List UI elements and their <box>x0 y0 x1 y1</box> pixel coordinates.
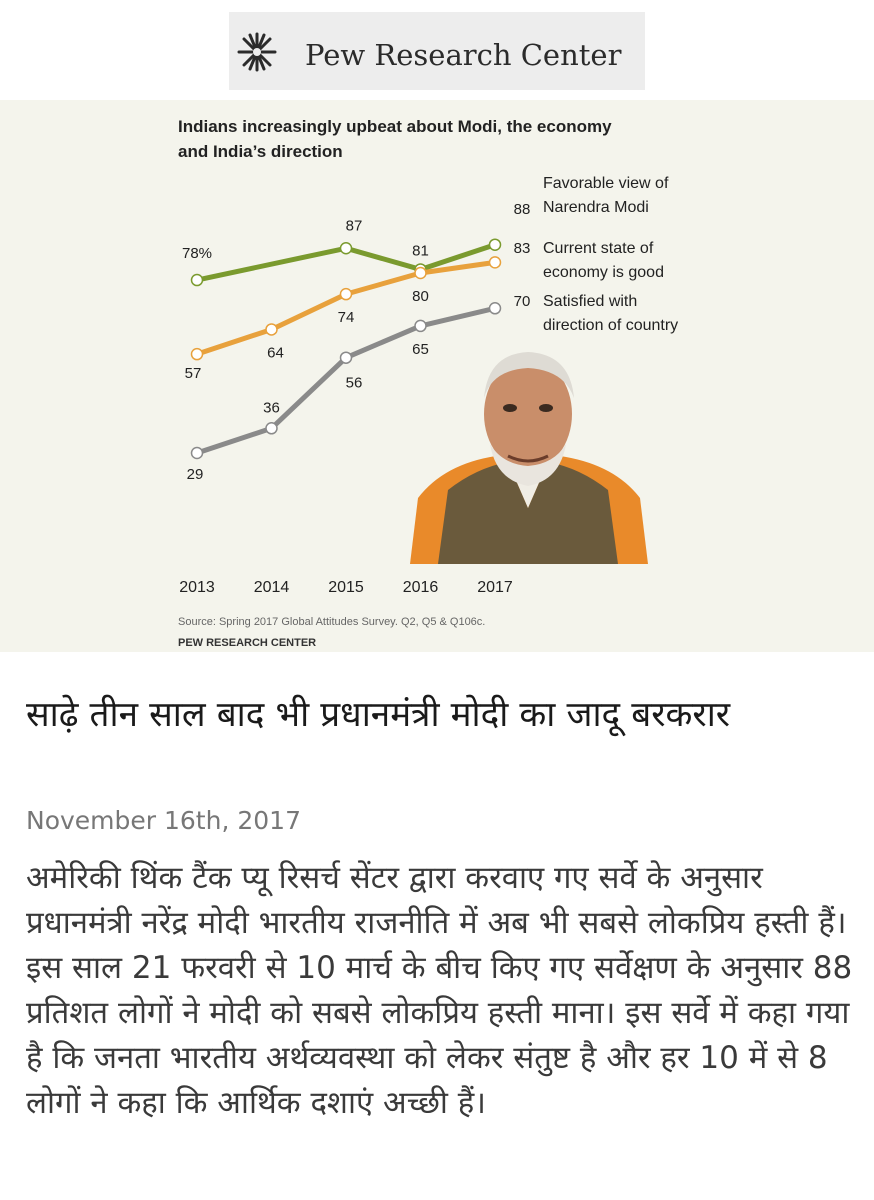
data-label-economy-good-2016: 80 <box>412 288 429 305</box>
data-label-favorable-modi-2016: 81 <box>412 242 429 259</box>
legend-satisfied-direction-line-1: Satisfied with <box>543 293 637 310</box>
x-tick-2015: 2015 <box>328 579 364 596</box>
data-label-satisfied-direction-2016: 65 <box>412 341 429 358</box>
pew-logo: Pew Research Center <box>229 12 645 90</box>
line-chart: Indians increasingly upbeat about Modi, … <box>178 117 678 649</box>
point-economy-good-2015 <box>339 287 353 301</box>
point-favorable-modi-2013 <box>190 273 204 287</box>
chart-panel: Indians increasingly upbeat about Modi, … <box>0 100 874 652</box>
data-label-economy-good-2014: 64 <box>267 344 284 361</box>
data-label-economy-good-2013: 57 <box>185 365 202 382</box>
x-tick-2016: 2016 <box>403 579 439 596</box>
chart-credit: PEW RESEARCH CENTER <box>178 637 316 649</box>
x-tick-2013: 2013 <box>179 579 215 596</box>
point-economy-good-2014 <box>265 323 278 336</box>
chart-title-line-2: and India’s direction <box>178 142 343 161</box>
article-headline: साढ़े तीन साल बाद भी प्रधानमंत्री मोदी क… <box>26 695 731 735</box>
modi-portrait-image <box>410 352 648 564</box>
series-line-favorable-modi <box>196 242 496 283</box>
article-body: अमेरिकी थिंक टैंक प्यू रिसर्च सेंटर द्वा… <box>26 860 853 1121</box>
end-label-economy-good: 83 <box>514 240 531 257</box>
point-satisfied-direction-2017 <box>488 302 502 315</box>
point-favorable-modi-2017 <box>488 238 502 251</box>
point-satisfied-direction-2013 <box>190 446 204 460</box>
x-tick-2017: 2017 <box>477 579 513 596</box>
data-label-favorable-modi-2015: 87 <box>346 217 363 234</box>
logo-text: Pew Research Center <box>305 38 622 72</box>
point-economy-good-2017 <box>488 256 502 269</box>
point-satisfied-direction-2016 <box>414 319 427 333</box>
legend-favorable-modi-line-1: Favorable view of <box>543 175 669 192</box>
sunburst-logo-icon <box>237 32 277 72</box>
data-label-satisfied-direction-2015: 56 <box>346 375 363 392</box>
article-date: November 16th, 2017 <box>26 806 301 835</box>
point-satisfied-direction-2014 <box>265 422 278 435</box>
point-economy-good-2013 <box>190 347 204 361</box>
legend-economy-good-line-2: economy is good <box>543 264 664 281</box>
legend-favorable-modi-line-2: Narendra Modi <box>543 199 649 216</box>
data-label-satisfied-direction-2014: 36 <box>263 399 280 416</box>
point-favorable-modi-2015 <box>339 242 353 255</box>
data-label-favorable-modi-2013: 78% <box>182 245 212 262</box>
chart-title-line-1: Indians increasingly upbeat about Modi, … <box>178 117 612 136</box>
chart-source: Source: Spring 2017 Global Attitudes Sur… <box>178 616 485 628</box>
x-tick-2014: 2014 <box>254 579 290 596</box>
legend-economy-good-line-1: Current state of <box>543 240 654 257</box>
point-satisfied-direction-2015 <box>339 351 353 364</box>
end-label-favorable-modi: 88 <box>514 201 531 218</box>
point-economy-good-2016 <box>414 266 427 280</box>
legend-satisfied-direction-line-2: direction of country <box>543 317 678 334</box>
data-label-satisfied-direction-2013: 29 <box>187 466 204 483</box>
end-label-satisfied-direction: 70 <box>514 293 531 310</box>
data-label-economy-good-2015: 74 <box>338 309 355 326</box>
